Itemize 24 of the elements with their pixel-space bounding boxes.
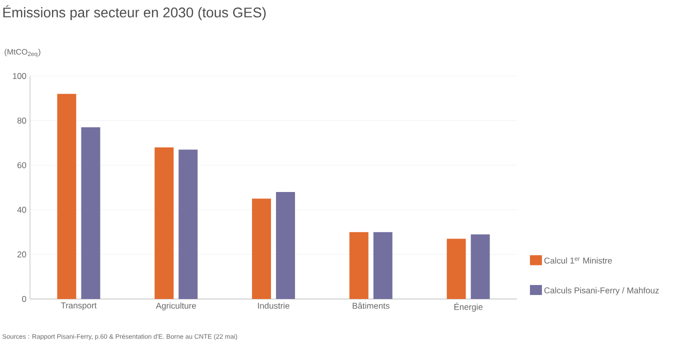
bar (276, 192, 296, 299)
bar (178, 150, 198, 299)
bar (470, 234, 490, 299)
bar (446, 238, 466, 299)
x-tick-label: Bâtiments (352, 302, 390, 309)
x-tick-label: Transport (60, 302, 97, 310)
bar (252, 198, 272, 299)
chart-title: Émissions par secteur en 2030 (tous GES) (3, 5, 266, 20)
bar (81, 127, 100, 299)
bar (349, 232, 368, 299)
y-tick-label: 60 (18, 162, 26, 168)
bar (154, 147, 174, 299)
x-tick-label: Agriculture (156, 302, 196, 310)
y-tick-label: 100 (12, 73, 26, 79)
y-tick-label: 80 (17, 118, 26, 124)
legend-label: Calculs Pisani-Ferry / Mahfouz (544, 287, 659, 296)
bar (57, 94, 76, 299)
bar (373, 232, 392, 299)
y-tick-label: 20 (17, 251, 26, 258)
y-tick-label: 40 (17, 206, 26, 213)
y-tick-label: 0 (22, 296, 26, 302)
x-tick-label: Énergie (454, 302, 483, 312)
legend-label: Calcul 1$^{er}$ Ministre (544, 257, 612, 264)
x-tick-label: Industrie (258, 302, 290, 309)
